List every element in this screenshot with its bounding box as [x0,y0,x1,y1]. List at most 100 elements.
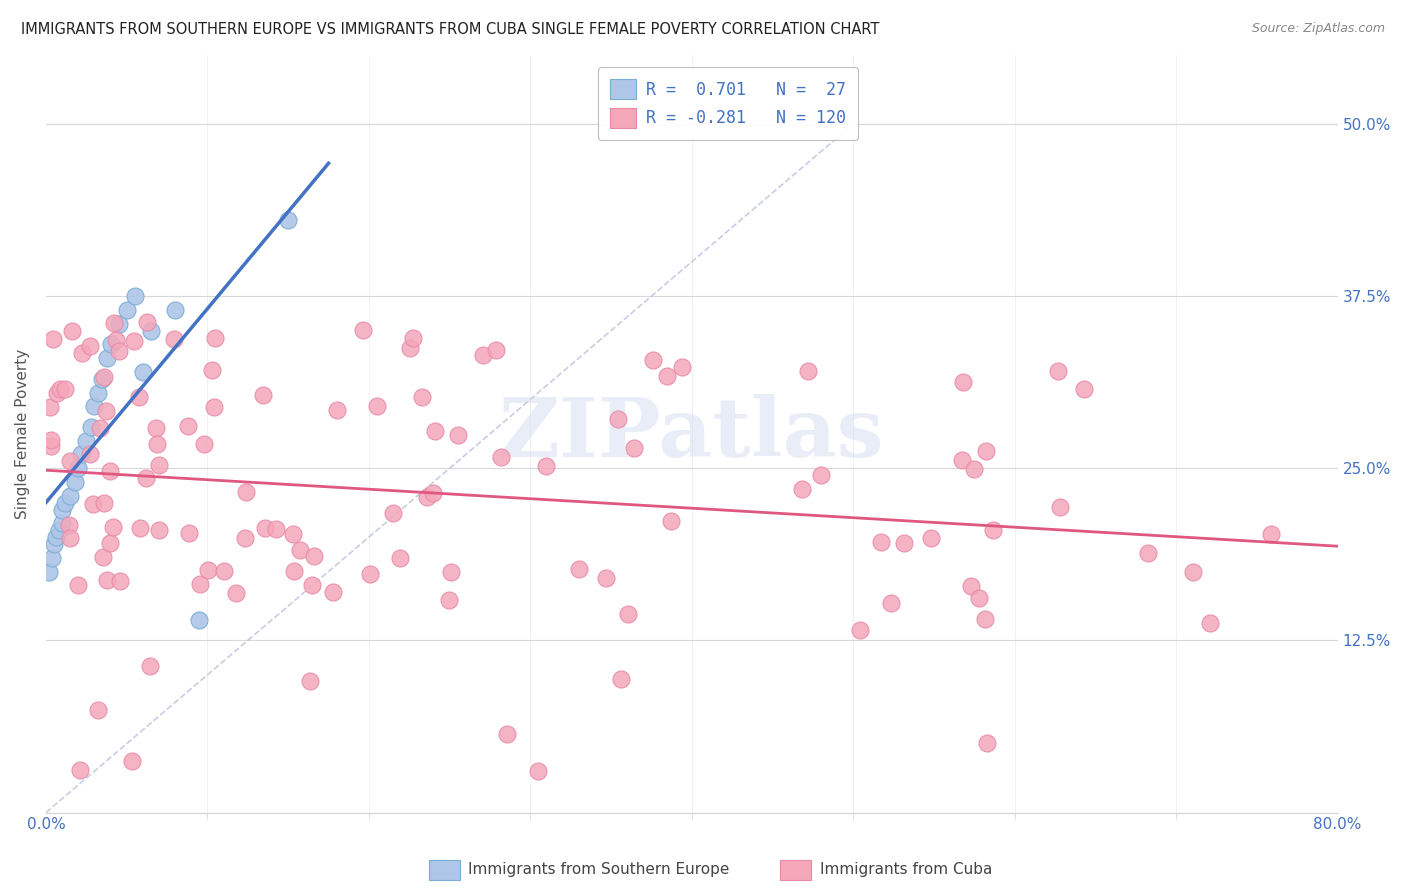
Point [869,535,891,549]
Point [253,521,276,535]
Point [39,439,62,453]
Point [136,315,159,329]
Point [352,323,374,337]
Point [60,324,83,338]
Point [489,450,512,465]
Point [79,339,101,353]
Text: Immigrants from Cuba: Immigrants from Cuba [820,863,993,877]
Point [967,591,990,605]
Point [402,331,425,345]
Point [568,562,591,576]
Point [83,399,105,413]
Point [128,390,150,404]
Point [202,400,225,414]
Point [288,543,311,558]
Point [163,333,186,347]
Point [139,324,162,338]
Point [880,596,903,610]
Point [974,612,997,626]
Point [388,550,411,565]
Point [108,574,131,588]
Point [298,674,321,689]
Point [301,578,323,592]
Point [58,532,80,546]
Point [381,506,404,520]
Point [792,482,814,496]
Point [606,412,628,426]
Point [177,526,200,541]
Point [974,443,997,458]
Point [326,402,349,417]
Point [49,383,72,397]
Point [145,421,167,435]
Point [893,535,915,549]
Point [1049,500,1071,514]
Point [98,464,121,478]
Point [72,346,94,360]
Point [471,348,494,362]
Point [1047,364,1070,378]
Point [595,571,617,585]
Point [177,418,200,433]
Point [1198,615,1220,630]
Point [302,549,325,563]
Text: Source: ZipAtlas.com: Source: ZipAtlas.com [1251,22,1385,36]
Point [53,382,76,396]
Point [204,331,226,345]
Point [69,763,91,777]
Point [79,447,101,461]
Point [103,519,125,533]
Point [96,351,118,365]
Point [976,736,998,750]
Text: ZIPatlas: ZIPatlas [499,394,884,474]
Point [165,302,187,317]
Point [93,496,115,510]
Point [51,516,73,531]
Point [201,363,224,377]
Point [103,316,125,330]
Point [115,302,138,317]
Point [148,523,170,537]
Y-axis label: Single Female Poverty: Single Female Poverty [15,349,30,519]
Point [283,564,305,578]
Point [527,764,550,779]
Point [41,550,63,565]
Point [366,399,388,413]
Point [959,578,981,592]
Text: Immigrants from Southern Europe: Immigrants from Southern Europe [468,863,730,877]
Point [264,522,287,536]
Point [610,672,633,686]
Point [485,343,508,358]
Point [190,576,212,591]
Point [105,333,128,347]
Point [281,527,304,541]
Point [1137,546,1160,560]
Point [197,563,219,577]
Point [920,531,942,545]
Point [233,531,256,545]
Point [46,386,69,401]
Point [124,289,146,303]
Point [75,434,97,448]
Point [193,437,215,451]
Point [86,385,108,400]
Point [122,334,145,348]
Point [42,332,65,346]
Point [235,484,257,499]
Point [67,461,90,475]
Point [98,536,121,550]
Point [132,365,155,379]
Point [447,428,470,442]
Point [322,585,344,599]
Point [214,564,236,578]
Point [100,337,122,351]
Point [623,441,645,455]
Point [96,404,118,418]
Point [225,586,247,600]
Point [38,565,60,579]
Point [252,388,274,402]
Point [277,213,299,227]
Point [80,420,103,434]
Point [51,502,73,516]
Point [849,624,872,638]
